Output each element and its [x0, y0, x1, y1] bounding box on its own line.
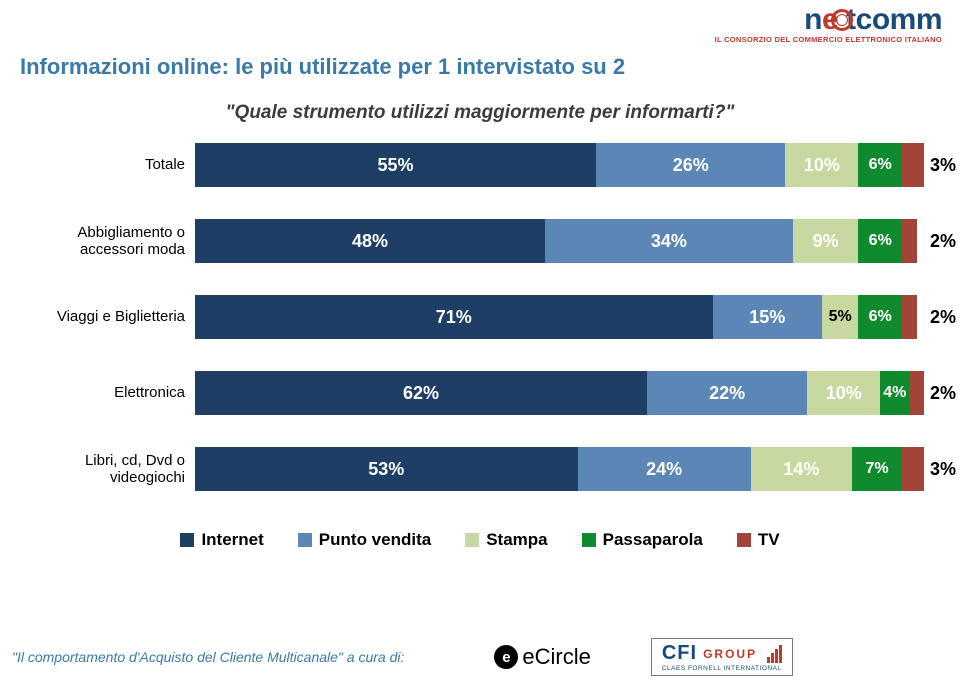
cfi-logo: CFI GROUP CLAES FORNELL INTERNATIONAL	[651, 638, 793, 676]
bar-segment	[902, 295, 917, 339]
bar-segment: 62%	[195, 371, 647, 415]
overflow-value: 2%	[924, 231, 930, 252]
bar: 55%26%10%6%	[195, 143, 924, 187]
bar-segment: 14%	[751, 447, 852, 491]
row-label: Totale	[30, 156, 195, 173]
bar-segment: 34%	[545, 219, 793, 263]
bar-segment	[902, 143, 924, 187]
bar: 48%34%9%6%	[195, 219, 924, 263]
row-label: Abbigliamento o accessori moda	[30, 224, 195, 259]
bar: 71%15%5%6%	[195, 295, 924, 339]
bar-segment	[902, 447, 924, 491]
overflow-value: 2%	[924, 383, 930, 404]
bar-segment: 10%	[785, 143, 858, 187]
cfi-blue: CFI	[662, 642, 697, 665]
ecircle-text: eCircle	[522, 644, 590, 670]
legend-item: Internet	[180, 530, 263, 550]
cfi-bars-icon	[767, 645, 782, 663]
chart-row: Viaggi e Biglietteria71%15%5%6%2%	[30, 292, 930, 342]
bar: 53%24%14%7%	[195, 447, 924, 491]
stacked-bar-chart: Totale55%26%10%6%3%Abbigliamento o acces…	[30, 140, 930, 520]
bar-segment: 6%	[858, 219, 902, 263]
bar-segment: 10%	[807, 371, 880, 415]
brand-logo: netcomm IL CONSORZIO DEL COMMERCIO ELETT…	[715, 6, 942, 44]
brand-logo-text: netcomm	[715, 6, 942, 33]
page-title: Informazioni online: le più utilizzate p…	[20, 54, 625, 80]
legend-label: TV	[758, 530, 780, 550]
bar-segment: 53%	[195, 447, 578, 491]
footer: "Il comportamento d'Acquisto del Cliente…	[0, 638, 960, 676]
bar-segment: 24%	[578, 447, 751, 491]
bar-segment: 7%	[852, 447, 903, 491]
overflow-value: 3%	[924, 459, 930, 480]
legend-item: Stampa	[465, 530, 547, 550]
legend-item: Passaparola	[582, 530, 703, 550]
ecircle-logo: e eCircle	[494, 644, 590, 670]
brand-tagline: IL CONSORZIO DEL COMMERCIO ELETTRONICO I…	[715, 35, 942, 44]
legend-label: Passaparola	[603, 530, 703, 550]
chart-row: Totale55%26%10%6%3%	[30, 140, 930, 190]
bar-segment: 6%	[858, 143, 902, 187]
overflow-value: 2%	[924, 307, 930, 328]
bar-segment: 26%	[596, 143, 786, 187]
row-label: Elettronica	[30, 384, 195, 401]
bar-segment	[909, 371, 924, 415]
bar-segment: 5%	[822, 295, 858, 339]
overflow-value: 3%	[924, 155, 930, 176]
bar-segment: 55%	[195, 143, 596, 187]
legend-item: TV	[737, 530, 780, 550]
row-label: Libri, cd, Dvd o videogiochi	[30, 452, 195, 487]
bar-segment: 15%	[713, 295, 822, 339]
legend-swatch	[180, 533, 194, 547]
bar-segment: 6%	[858, 295, 902, 339]
chart-legend: Internet Punto vendita Stampa Passaparola TV	[0, 530, 960, 550]
ecircle-icon: e	[494, 645, 518, 669]
bar: 62%22%10%4%	[195, 371, 924, 415]
bar-segment: 71%	[195, 295, 713, 339]
legend-label: Internet	[201, 530, 263, 550]
page-subtitle: "Quale strumento utilizzi maggiormente p…	[0, 102, 960, 124]
chart-row: Libri, cd, Dvd o videogiochi53%24%14%7%3…	[30, 444, 930, 494]
legend-swatch	[582, 533, 596, 547]
legend-swatch	[737, 533, 751, 547]
bar-segment: 9%	[793, 219, 859, 263]
cfi-red: GROUP	[703, 647, 757, 661]
row-label: Viaggi e Biglietteria	[30, 308, 195, 325]
legend-item: Punto vendita	[298, 530, 431, 550]
footer-credit: "Il comportamento d'Acquisto del Cliente…	[12, 649, 404, 665]
legend-swatch	[465, 533, 479, 547]
legend-label: Punto vendita	[319, 530, 431, 550]
bar-segment: 48%	[195, 219, 545, 263]
cfi-sub: CLAES FORNELL INTERNATIONAL	[662, 665, 782, 672]
legend-swatch	[298, 533, 312, 547]
bar-segment	[902, 219, 917, 263]
bar-segment: 4%	[880, 371, 909, 415]
bar-segment: 22%	[647, 371, 807, 415]
legend-label: Stampa	[486, 530, 547, 550]
chart-row: Elettronica62%22%10%4%2%	[30, 368, 930, 418]
chart-row: Abbigliamento o accessori moda48%34%9%6%…	[30, 216, 930, 266]
